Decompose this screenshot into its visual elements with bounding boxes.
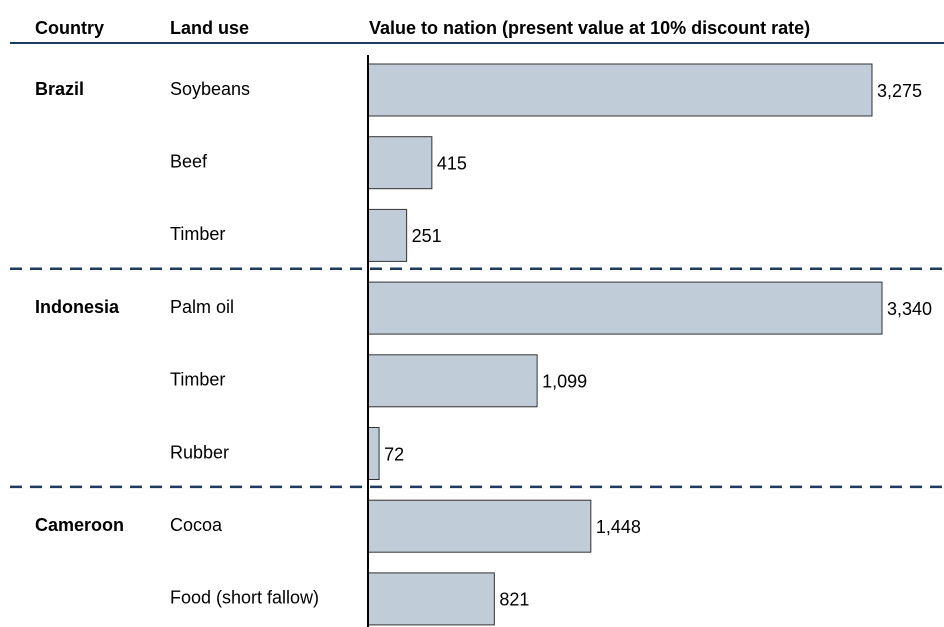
land-use-label: Timber — [170, 370, 225, 390]
country-label: Cameroon — [35, 515, 124, 535]
land-use-label: Soybeans — [170, 79, 250, 99]
bar — [367, 572, 495, 626]
bar — [367, 208, 408, 262]
land-use-label: Palm oil — [170, 297, 234, 317]
value-label: 415 — [437, 153, 467, 173]
country-label: Indonesia — [35, 297, 120, 317]
bar — [367, 427, 380, 480]
column-header: Value to nation (present value at 10% di… — [369, 18, 810, 38]
value-label: 1,099 — [542, 372, 587, 392]
value-label: 72 — [384, 444, 404, 464]
column-header: Country — [35, 18, 104, 38]
country-label: Brazil — [35, 79, 84, 99]
bar — [367, 63, 873, 117]
value-label: 1,448 — [596, 517, 641, 537]
value-label: 3,275 — [877, 81, 922, 101]
land-use-label: Cocoa — [170, 515, 223, 535]
land-use-label: Rubber — [170, 442, 229, 462]
column-header: Land use — [170, 18, 249, 38]
value-label: 821 — [499, 590, 529, 610]
value-label: 3,340 — [887, 299, 932, 319]
bar — [367, 354, 538, 408]
land-use-label: Beef — [170, 151, 208, 171]
land-use-label: Food (short fallow) — [170, 588, 319, 608]
bar — [367, 499, 592, 553]
bar — [367, 136, 433, 190]
bar — [367, 281, 883, 335]
value-label: 251 — [412, 226, 442, 246]
land-use-label: Timber — [170, 224, 225, 244]
